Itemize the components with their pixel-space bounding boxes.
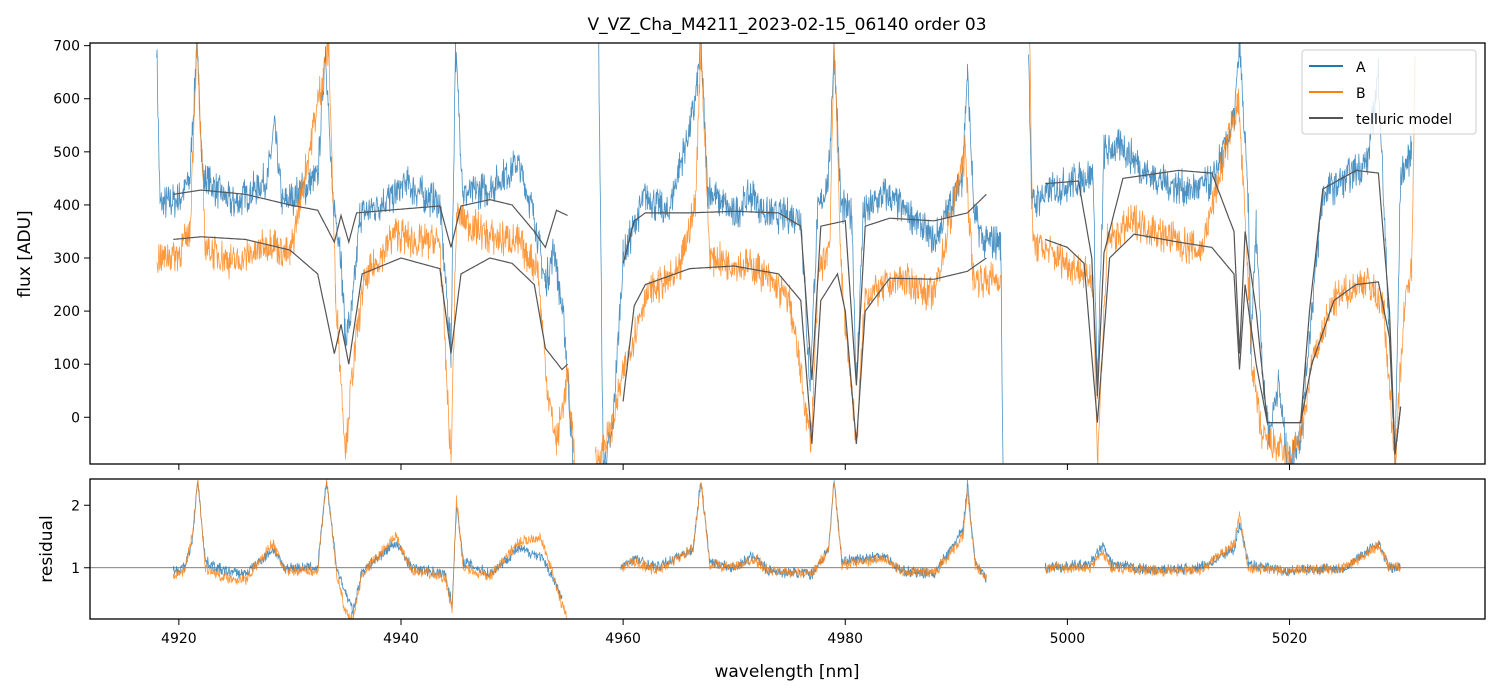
legend-label-b: B [1356,86,1366,102]
top-ytick-label: 600 [53,92,80,108]
top-ytick-label: 300 [53,251,80,267]
legend-label-a: A [1356,60,1366,76]
legend: A B telluric model [1301,49,1477,135]
xtick-label: 5000 [1050,631,1086,647]
axis-ticks: 4920 4940 4960 4980 5000 5020 0 100 200 300 400 500… [53,39,1307,647]
top-axes-frame [89,42,1486,465]
residual-ytick-label: 2 [71,498,80,514]
top-ytick-label: 700 [53,39,80,55]
series-a-line [156,43,1413,464]
top-ylabel: flux [ADU] [15,210,35,297]
top-plot-area [156,43,1416,464]
series-telluric-model-a-line [173,169,1402,455]
top-ytick-label: 0 [71,410,80,426]
residual-ytick-label: 1 [71,561,80,577]
xlabel: wavelength [nm] [714,662,859,682]
xtick-label: 4980 [827,631,863,647]
residual-series-b-line [172,479,1401,619]
xtick-label: 4960 [605,631,641,647]
top-ytick-label: 100 [53,357,80,373]
legend-box [1301,49,1477,135]
xtick-label: 4920 [161,631,197,647]
xtick-label: 4940 [383,631,419,647]
legend-label-model: telluric model [1356,112,1452,128]
top-ytick-label: 200 [53,304,80,320]
top-ytick-label: 400 [53,198,80,214]
top-ytick-label: 500 [53,145,80,161]
residual-plot-area [90,479,1485,619]
chart-title: V_VZ_Cha_M4211_2023-02-15_06140 order 03 [587,15,986,35]
series-b-line [156,43,1416,464]
xtick-label: 5020 [1272,631,1308,647]
residual-ylabel: residual [37,515,57,582]
series-telluric-model-b-line [173,233,1402,455]
residual-axes-frame [89,478,1486,620]
